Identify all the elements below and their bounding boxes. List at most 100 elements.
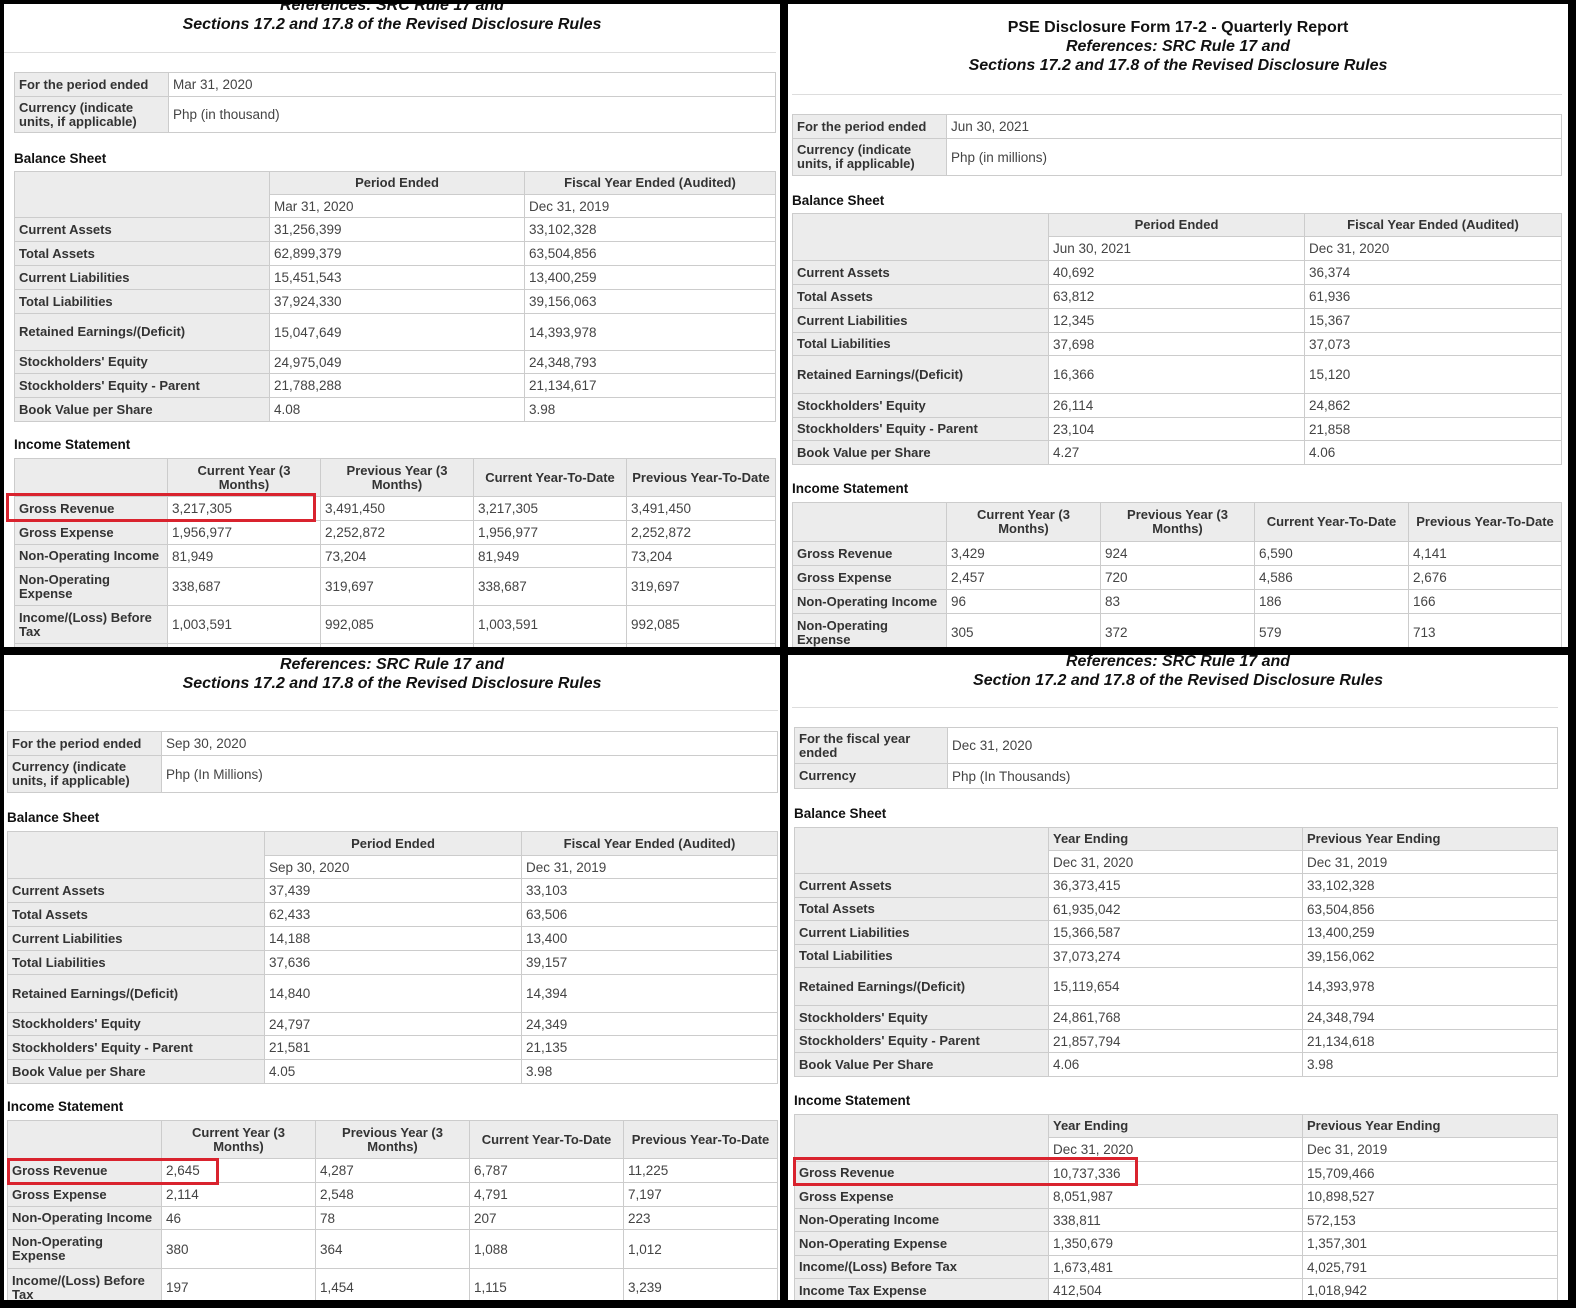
value-cell: 39,156,063 (524, 289, 776, 314)
value-cell: 4.06 (1048, 1052, 1303, 1077)
row-label: Retained Earnings/(Deficit) (14, 313, 270, 351)
col-header: Period Ended (1048, 213, 1305, 237)
value-cell: 4,586 (1254, 565, 1409, 590)
currency-value: Php (In Millions) (161, 755, 778, 793)
value-cell: 6,590 (1254, 541, 1409, 566)
panel-q1-2020: References: SRC Rule 17 and Sections 17.… (4, 4, 780, 647)
value-cell: 2,252,872 (320, 520, 474, 545)
value-cell: 26,114 (1048, 393, 1305, 418)
balance-sheet-table: Period Ended Fiscal Year Ended (Audited) … (14, 171, 776, 422)
row-label: Total Assets (792, 284, 1049, 309)
period-value: Mar 31, 2020 (168, 72, 776, 97)
row-label: Stockholders' Equity - Parent (14, 373, 270, 398)
value-cell: 73,204 (320, 544, 474, 568)
value-cell: 412,504 (1048, 1278, 1303, 1300)
blank-cell (794, 1114, 1049, 1162)
row-label: Non-Operating Income (794, 1208, 1049, 1232)
value-cell: 1,956,977 (473, 520, 627, 545)
value-cell: 223 (623, 1206, 778, 1230)
references-line-2: Sections 17.2 and 17.8 of the Revised Di… (182, 16, 602, 33)
value-cell: 63,812 (1048, 284, 1305, 309)
balance-sheet-table: Year Ending Previous Year Ending Dec 31, … (794, 827, 1558, 1077)
period-value: Dec 31, 2020 (947, 727, 1558, 764)
report-header: References: SRC Rule 17 and Section 17.2… (788, 655, 1568, 690)
value-cell: 1,003,591 (167, 605, 321, 644)
value-cell: 62,899,379 (269, 241, 525, 266)
row-label: Income/(Loss) Before Tax (794, 1255, 1049, 1279)
row-label: Book Value per Share (14, 397, 270, 422)
col-header: Period Ended (264, 831, 522, 856)
col-header: Current Year-To-Date (473, 458, 627, 497)
value-cell: 33,103 (521, 878, 778, 903)
date-cell: Jun 30, 2021 (1048, 236, 1305, 261)
value-cell: 1,673,481 (1048, 1255, 1303, 1279)
value-cell: 21,858 (1304, 417, 1562, 441)
value-cell: 15,119,654 (1048, 967, 1303, 1006)
value-cell: 4,141 (1408, 541, 1562, 566)
value-cell: 73,204 (626, 544, 776, 568)
row-label: Non-Operating Income (7, 1206, 162, 1230)
balance-sheet-table: Period Ended Fiscal Year Ended (Audited) … (792, 213, 1562, 465)
value-cell: 319,697 (626, 567, 776, 606)
highlight-box (7, 1158, 219, 1185)
value-cell: 8,051,987 (1048, 1184, 1303, 1209)
value-cell: 4.06 (1304, 440, 1562, 465)
value-cell: 319,697 (320, 567, 474, 606)
value-cell: 1,454 (315, 1268, 470, 1300)
value-cell: 24,348,793 (524, 350, 776, 374)
report-header: PSE Disclosure Form 17-2 - Quarterly Rep… (788, 18, 1568, 75)
row-label: Retained Earnings/(Deficit) (7, 974, 265, 1013)
income-statement-title: Income Statement (14, 437, 131, 452)
value-cell: 4,287 (315, 1158, 470, 1183)
balance-sheet-title: Balance Sheet (794, 806, 887, 821)
income-statement-title: Income Statement (792, 481, 909, 496)
highlight-box (793, 1157, 1138, 1186)
value-cell: 713 (1408, 613, 1562, 647)
value-cell: 338,687 (167, 567, 321, 606)
value-cell: 15,709,466 (1302, 1161, 1558, 1185)
value-cell: 3,217,305 (473, 496, 627, 521)
period-label: For the period ended (792, 114, 947, 139)
value-cell: 96 (946, 589, 1101, 614)
income-statement-table: Current Year (3 Months) Previous Year (3 … (792, 502, 1562, 647)
blank-cell (7, 1120, 162, 1159)
value-cell: 3.98 (521, 1059, 778, 1084)
value-cell: 16,366 (1048, 355, 1305, 394)
col-header: Current Year-To-Date (469, 1120, 624, 1159)
row-label: Stockholders' Equity (792, 393, 1049, 418)
row-label: Non-Operating Expense (14, 567, 168, 606)
period-info-table: For the period ended Mar 31, 2020 Currenc… (14, 72, 776, 133)
value-cell: 1,012 (623, 1229, 778, 1269)
period-label: For the period ended (14, 72, 169, 97)
row-label: Income/(Loss) Before Tax (14, 605, 168, 644)
references-line-2: Section 17.2 and 17.8 of the Revised Dis… (973, 672, 1383, 689)
col-header: Previous Year-To-Date (623, 1120, 778, 1159)
row-label: Stockholders' Equity - Parent (792, 417, 1049, 441)
value-cell: 15,367 (1304, 308, 1562, 333)
value-cell: 14,840 (264, 974, 522, 1013)
value-cell: 81,949 (473, 544, 627, 568)
value-cell: 992,085 (626, 605, 776, 644)
value-cell: 15,451,543 (269, 265, 525, 290)
value-cell: 579 (1254, 613, 1409, 647)
references-line-1: References: SRC Rule 17 and (1065, 655, 1291, 670)
col-header: Current Year (3 Months) (161, 1120, 316, 1159)
value-cell: 3,491,450 (320, 496, 474, 521)
value-cell: 61,936 (1304, 284, 1562, 309)
value-cell: 14,393,978 (524, 313, 776, 351)
value-cell: 166 (1408, 589, 1562, 614)
income-statement-table: Current Year (3 Months) Previous Year (3 … (7, 1120, 778, 1300)
value-cell: 37,924,330 (269, 289, 525, 314)
row-label: Gross Expense (7, 1182, 162, 1207)
value-cell: 24,348,794 (1302, 1005, 1558, 1030)
col-header: Fiscal Year Ended (Audited) (1304, 213, 1562, 237)
row-label: Non-Operating Expense (7, 1229, 162, 1269)
col-header: Year Ending (1048, 827, 1303, 851)
row-label: Current Assets (14, 217, 270, 242)
col-header: Previous Year (3 Months) (320, 458, 474, 497)
balance-sheet-title: Balance Sheet (7, 810, 100, 825)
value-cell: 2,457 (946, 565, 1101, 590)
value-cell: 63,504,856 (524, 241, 776, 266)
balance-sheet-title: Balance Sheet (792, 193, 885, 208)
value-cell: 23,104 (1048, 417, 1305, 441)
